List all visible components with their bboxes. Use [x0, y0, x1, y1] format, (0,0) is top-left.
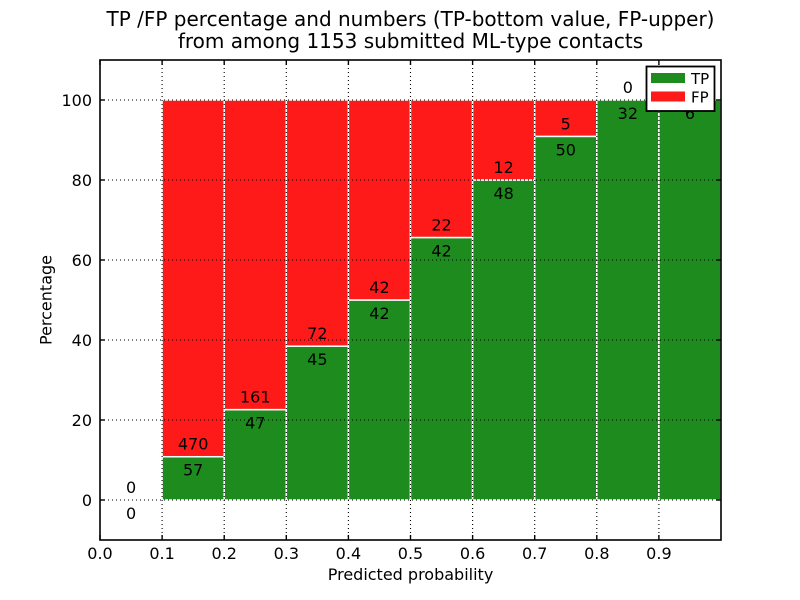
fp-count-label: 0 — [126, 478, 136, 497]
tp-count-label: 42 — [369, 304, 389, 323]
y-tick-label: 0 — [82, 491, 92, 510]
fp-count-label: 72 — [307, 324, 327, 343]
fp-count-label: 12 — [493, 158, 513, 177]
x-tick-label: 0.5 — [398, 544, 423, 563]
y-tick-label: 20 — [72, 411, 92, 430]
x-tick-label: 0.8 — [584, 544, 609, 563]
x-tick-label: 0.0 — [87, 544, 112, 563]
fp-bar — [285, 99, 350, 347]
fp-bar — [409, 99, 474, 239]
x-axis-label: Predicted probability — [327, 565, 494, 584]
fp-bar — [347, 99, 412, 301]
fp-bar — [223, 99, 288, 411]
tp-count-label: 48 — [493, 184, 513, 203]
fp-count-label: 5 — [561, 114, 571, 133]
tick-labels: 0.0 0.1 0.2 0.3 0.4 0.5 0.6 0.7 0.8 0.9 0 20 40 60 80 1… — [61, 91, 671, 563]
fp-count-label: 0 — [623, 78, 633, 97]
grid — [100, 60, 721, 540]
tp-count-label: 50 — [556, 140, 576, 159]
x-tick-label: 0.6 — [460, 544, 485, 563]
y-tick-label: 100 — [61, 91, 92, 110]
legend-swatch-tp — [651, 73, 685, 83]
x-tick-label: 0.7 — [522, 544, 547, 563]
y-tick-label: 60 — [72, 251, 92, 270]
tp-count-label: 6 — [685, 104, 695, 123]
tp-bar — [533, 135, 598, 501]
y-tick-label: 80 — [72, 171, 92, 190]
chart-title-line2: from among 1153 submitted ML-type contac… — [177, 29, 644, 53]
chart-title-line1: TP /FP percentage and numbers (TP-bottom… — [106, 7, 715, 31]
x-tick-label: 0.9 — [646, 544, 671, 563]
x-tick-label: 0.3 — [274, 544, 299, 563]
bars — [161, 99, 722, 501]
fp-count-label: 42 — [369, 278, 389, 297]
tp-bar — [409, 236, 474, 501]
fp-count-label: 22 — [431, 216, 451, 235]
x-tick-label: 0.4 — [336, 544, 361, 563]
y-tick-label: 40 — [72, 331, 92, 350]
chart-title: TP /FP percentage and numbers (TP-bottom… — [100, 8, 721, 52]
tp-bar — [223, 408, 288, 501]
tp-count-label: 47 — [245, 414, 265, 433]
legend-label-fp: FP — [691, 89, 709, 107]
tp-count-label: 57 — [183, 461, 203, 480]
x-tick-label: 0.2 — [211, 544, 236, 563]
tp-bar — [658, 99, 722, 501]
legend-swatch-fp — [651, 91, 685, 102]
x-tick-label: 0.1 — [149, 544, 174, 563]
fp-bar — [533, 99, 598, 138]
tp-bar — [596, 99, 660, 501]
fp-bar — [161, 99, 225, 458]
tp-bar — [471, 179, 536, 501]
tp-count-label: 42 — [431, 242, 451, 261]
tp-bar — [285, 345, 350, 501]
tp-bar — [347, 299, 412, 501]
tp-count-label: 0 — [126, 504, 136, 523]
tp-count-label: 45 — [307, 350, 327, 369]
fp-count-label: 161 — [240, 388, 271, 407]
ticks — [99, 60, 721, 540]
fp-count-label: 470 — [178, 435, 209, 454]
legend-label-tp: TP — [690, 70, 709, 88]
tp-count-label: 32 — [618, 104, 638, 123]
